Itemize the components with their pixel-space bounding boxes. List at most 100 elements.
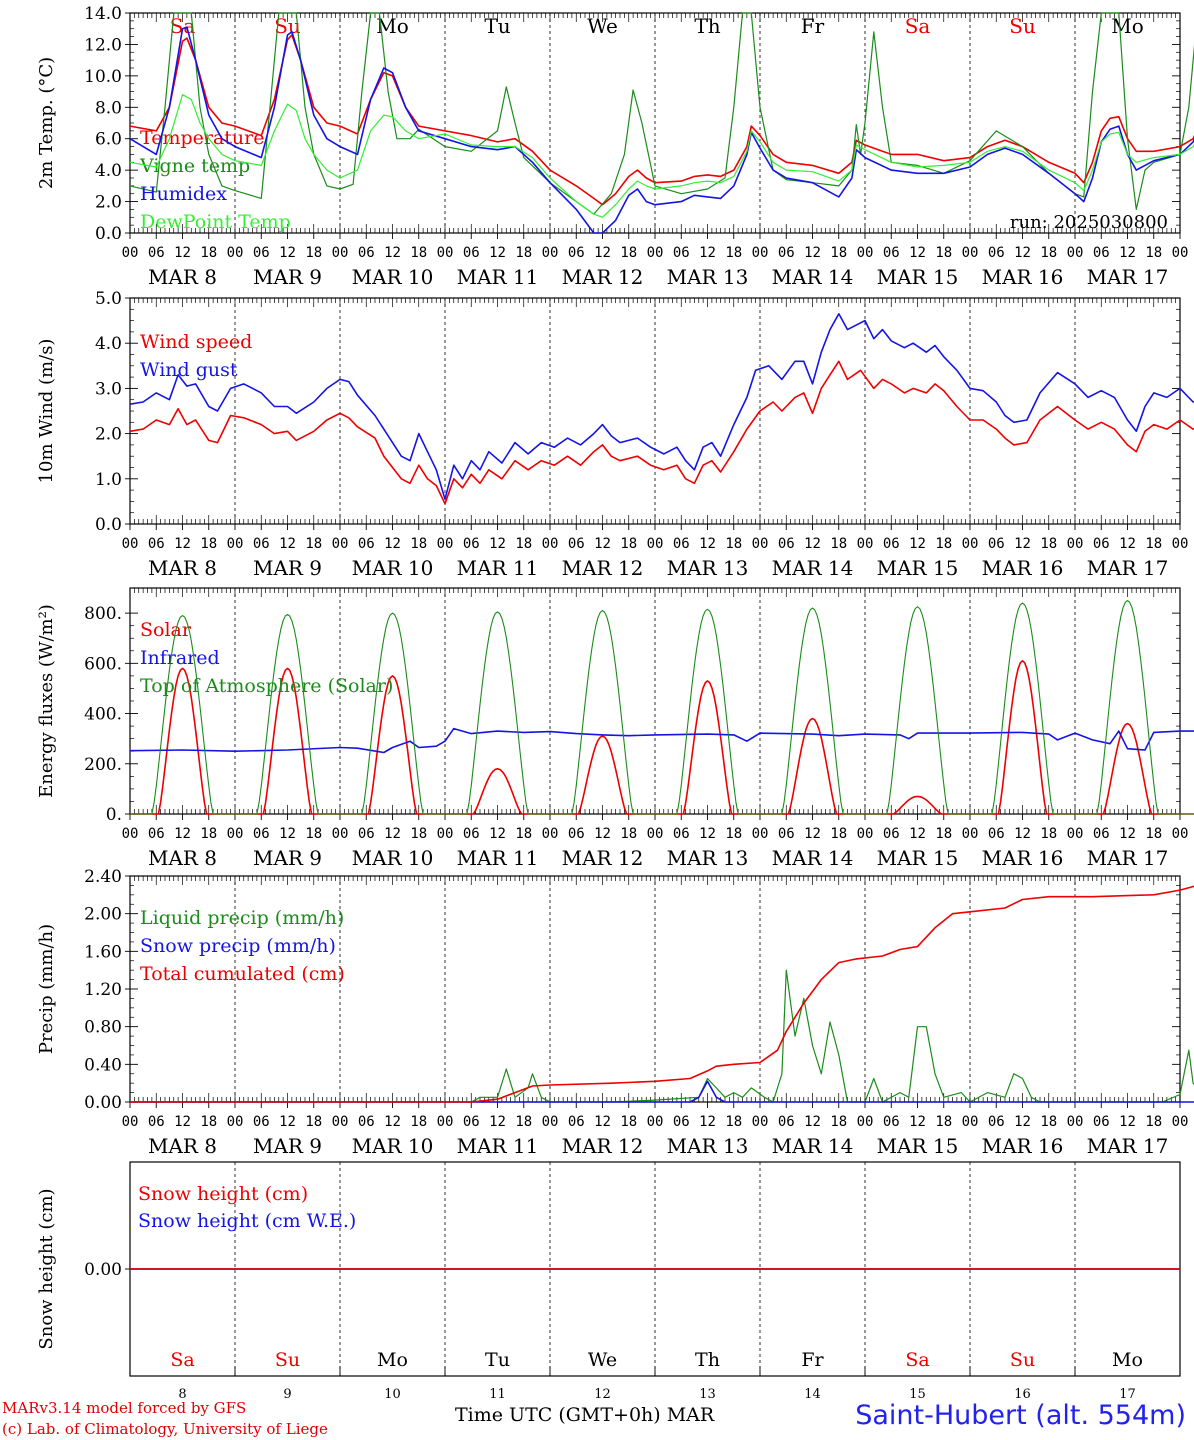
chart-panel-5: 0.00 Snow height (cm) Sa 8 Su 9 Mo 10 Tu 11 We 12 Th… (36, 1161, 1181, 1402)
date-label: MAR 8 (148, 265, 217, 289)
y-tick-label: 0.0 (95, 515, 122, 535)
y-tick-label: 0.0 (95, 224, 122, 244)
hour-label: 00 (437, 1114, 454, 1130)
hour-label: 18 (515, 826, 532, 842)
hour-label: 00 (962, 245, 979, 261)
day-number-label: 11 (489, 1387, 506, 1402)
hour-label: 00 (227, 1114, 244, 1130)
y-axis-title: Snow height (cm) (36, 1188, 57, 1349)
weekday-label: Su (1010, 1349, 1035, 1371)
hour-label: 12 (489, 536, 506, 552)
weekday-label: Th (694, 14, 720, 38)
hour-label: 00 (857, 826, 874, 842)
hour-label: 00 (122, 245, 139, 261)
hour-label: 06 (988, 1114, 1005, 1130)
hour-label: 00 (647, 826, 664, 842)
hour-label: 06 (463, 536, 480, 552)
hour-label: 00 (227, 245, 244, 261)
hour-label: 00 (122, 536, 139, 552)
hour-label: 18 (410, 826, 427, 842)
legend-series-humidex: Humidex (140, 183, 227, 205)
date-label: MAR 10 (352, 265, 434, 289)
day-number-label: 12 (594, 1387, 611, 1402)
date-label: MAR 16 (982, 846, 1064, 870)
date-label: MAR 10 (352, 1134, 434, 1158)
date-label: MAR 9 (253, 1134, 322, 1158)
hour-label: 00 (1172, 826, 1189, 842)
hour-label: 18 (200, 245, 217, 261)
hour-label: 06 (988, 536, 1005, 552)
run-label: run: 2025030800 (1010, 212, 1168, 233)
hour-label: 18 (200, 536, 217, 552)
series-wind-speed (129, 360, 1194, 505)
date-label: MAR 11 (457, 846, 539, 870)
hour-label: 06 (778, 826, 795, 842)
legend-series-wind-speed: Wind speed (140, 331, 252, 353)
hour-label: 18 (620, 245, 637, 261)
weekday-label: We (587, 14, 618, 38)
hour-label: 12 (699, 536, 716, 552)
legend-series-dewpoint-temp: DewPoint Temp (140, 211, 291, 233)
series-humidex (129, 26, 1194, 234)
chart-panel-4: 0.00 0.40 0.80 1.20 1.60 2.00 2.40 Precip (mm/h… (36, 867, 1194, 1158)
hour-label: 18 (1145, 536, 1162, 552)
hour-label: 06 (463, 245, 480, 261)
weekday-label: We (588, 1349, 617, 1371)
hour-label: 06 (988, 245, 1005, 261)
hour-label: 18 (1040, 536, 1057, 552)
date-label: MAR 12 (562, 846, 644, 870)
hour-label: 00 (227, 536, 244, 552)
weekday-label: Tu (484, 14, 510, 38)
weekday-label: Su (1009, 14, 1036, 38)
series-top-of-atmosphere-solar (130, 600, 1194, 815)
hour-label: 00 (752, 536, 769, 552)
legend-series-top-of-atmosphere-solar: Top of Atmosphere (Solar) (140, 675, 393, 697)
date-label: MAR 13 (667, 556, 749, 580)
hour-label: 12 (1119, 826, 1136, 842)
hour-label: 18 (515, 536, 532, 552)
hour-label: 06 (253, 536, 270, 552)
hour-label: 00 (962, 826, 979, 842)
hour-label: 18 (305, 245, 322, 261)
chart-panel-2: 0.0 1.0 2.0 3.0 4.0 5.0 10m Wind (m/s) 00 06 12 18… (36, 289, 1194, 580)
hour-label: 18 (830, 245, 847, 261)
y-tick-label: 2.0 (95, 425, 122, 445)
hour-label: 18 (1145, 245, 1162, 261)
hour-label: 18 (410, 245, 427, 261)
date-label: MAR 15 (877, 265, 959, 289)
legend-series-snow-height-cm-w-e: Snow height (cm W.E.) (138, 1210, 356, 1232)
date-label: MAR 16 (982, 556, 1064, 580)
hour-label: 00 (857, 245, 874, 261)
weekday-label: Su (275, 1349, 300, 1371)
date-label: MAR 12 (562, 265, 644, 289)
hour-label: 18 (200, 1114, 217, 1130)
hour-label: 06 (778, 536, 795, 552)
hour-label: 00 (437, 826, 454, 842)
hour-label: 06 (463, 826, 480, 842)
hour-label: 06 (1093, 536, 1110, 552)
date-label: MAR 9 (253, 846, 322, 870)
series-liquid-precip-mm-h (130, 969, 1194, 1103)
hour-label: 06 (463, 1114, 480, 1130)
hour-label: 12 (909, 245, 926, 261)
y-tick-label: 8.0 (95, 98, 122, 118)
day-number-label: 13 (699, 1387, 716, 1402)
hour-label: 06 (148, 1114, 165, 1130)
date-label: MAR 16 (982, 265, 1064, 289)
hour-label: 06 (778, 1114, 795, 1130)
hour-label: 12 (1014, 245, 1031, 261)
series-wind-gust (129, 313, 1194, 500)
hour-label: 06 (358, 245, 375, 261)
date-label: MAR 11 (457, 265, 539, 289)
hour-label: 00 (647, 245, 664, 261)
legend-series-infrared: Infrared (140, 647, 220, 669)
hour-label: 12 (804, 536, 821, 552)
hour-label: 00 (857, 536, 874, 552)
hour-label: 18 (830, 1114, 847, 1130)
hour-label: 12 (279, 826, 296, 842)
hour-label: 18 (410, 536, 427, 552)
hour-label: 06 (148, 536, 165, 552)
legend-series-vigne-temp: Vigne temp (139, 155, 250, 177)
hour-label: 18 (725, 245, 742, 261)
